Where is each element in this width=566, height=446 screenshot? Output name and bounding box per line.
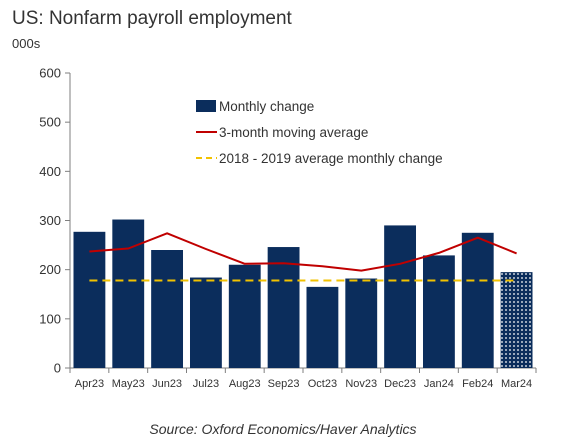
bar-may23 [112,219,145,368]
moving-average-line [89,232,517,272]
y-tick-label: 500 [39,115,61,130]
bar-jan24 [422,255,455,368]
y-tick-label: 0 [54,361,61,376]
y-tick-label: 200 [39,262,61,277]
x-tick-label: Dec23 [384,378,416,390]
legend-label: 3-month moving average [219,125,368,140]
bar-sep23 [267,247,300,368]
x-tick-label: Jun23 [152,378,182,390]
x-tick-label: Nov23 [345,378,377,390]
bar-series [73,219,533,368]
y-tick-label: 600 [39,66,61,81]
bar-nov23 [345,278,378,368]
x-tick-label: Oct23 [308,378,337,390]
x-tick-label: Aug23 [229,378,261,390]
y-axis: 0 100 200 300 400 500 600 [39,66,71,376]
line-series [89,232,517,282]
y-tick-label: 400 [39,164,61,179]
x-axis: Apr23 May23 Jun23 Jul23 Aug23 Sep23 Oct23 Nov23… [69,367,537,390]
x-tick-label: Feb24 [462,378,493,390]
x-tick-label: May23 [112,378,145,390]
y-tick-label: 100 [39,311,61,326]
y-tick-label: 300 [39,213,61,228]
x-tick-label: Jul23 [193,378,219,390]
bar-jul23 [189,277,222,368]
source-note: Source: Oxford Economics/Haver Analytics [149,421,416,437]
x-tick-label: Jan24 [424,378,454,390]
y-axis-unit-label: 000s [12,36,41,51]
legend-label: 2018 - 2019 average monthly change [219,151,443,166]
legend: Monthly change 3-month moving average 2018… [196,99,443,166]
bar-dec23 [384,225,417,368]
x-tick-label: Apr23 [75,378,104,390]
bar-feb24 [461,232,494,368]
bar-mar24 [500,272,533,368]
bar-jun23 [151,250,184,368]
bar-oct23 [306,286,339,368]
x-tick-label: Sep23 [268,378,300,390]
legend-label: Monthly change [219,99,314,114]
chart-title: US: Nonfarm payroll employment [12,8,292,29]
x-tick-label: Mar24 [501,378,532,390]
bar-aug23 [228,264,261,368]
bar-apr23 [73,231,106,368]
legend-swatch-bar [196,100,216,112]
